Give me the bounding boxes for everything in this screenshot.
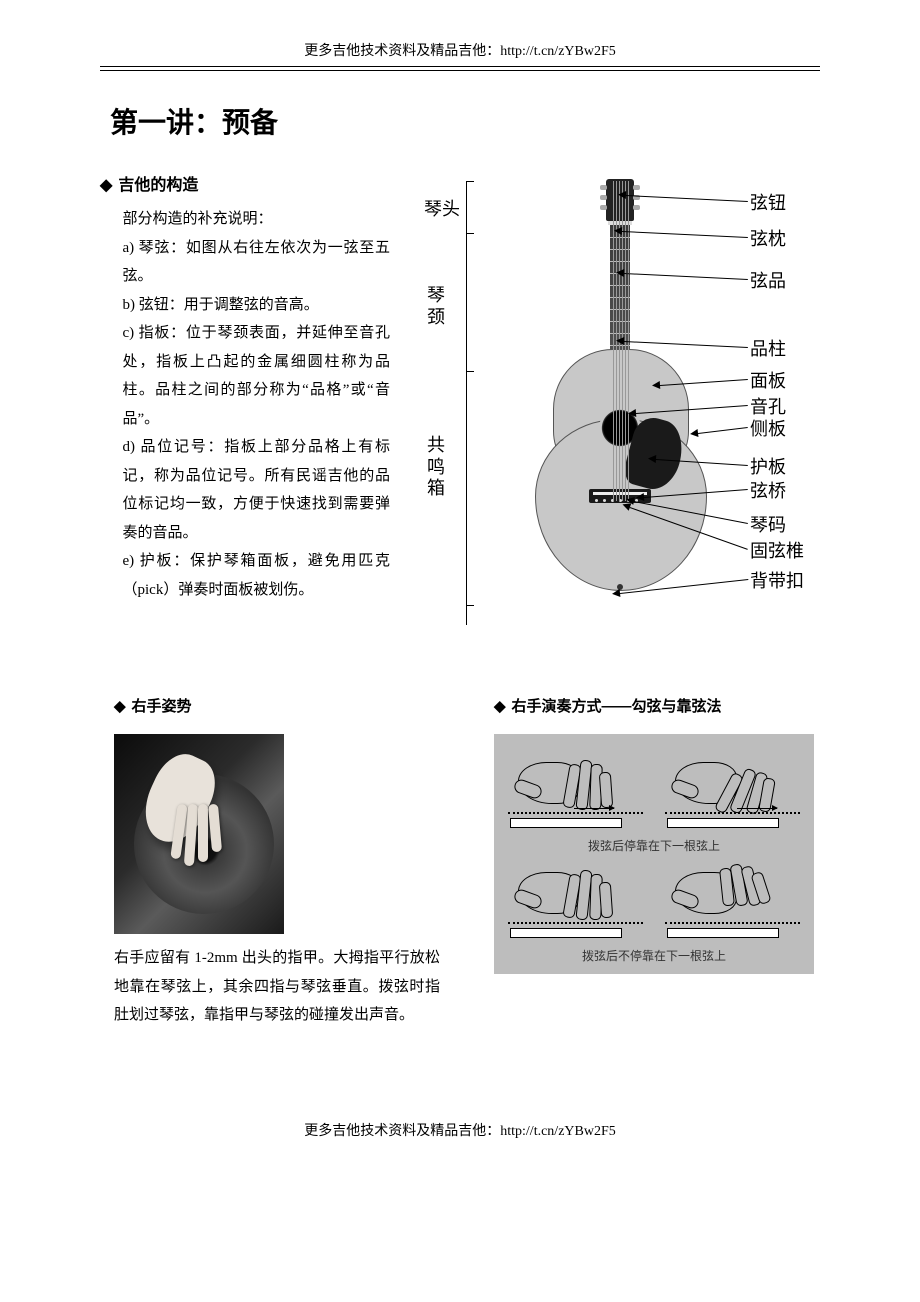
diagram-tick bbox=[466, 371, 474, 372]
diagram-right-label: 弦钮 bbox=[750, 189, 810, 215]
diagram-left-label: 共鸣箱 bbox=[416, 435, 456, 500]
page-title: 第一讲：预备 bbox=[110, 101, 820, 141]
diagram-right-label: 侧板 bbox=[750, 415, 810, 441]
diagram-arrowhead bbox=[648, 454, 657, 463]
diagram-right-label: 琴码 bbox=[750, 511, 810, 537]
diagram-arrowhead bbox=[616, 337, 624, 345]
diagram-arrowhead bbox=[628, 409, 637, 418]
section1-intro: 部分构造的补充说明： bbox=[100, 205, 390, 234]
section2-caption: 右手应留有 1-2mm 出头的指甲。大拇指平行放松地靠在琴弦上，其余四指与琴弦垂… bbox=[114, 944, 440, 1030]
section3-heading: ◆ 右手演奏方式——勾弦与靠弦法 bbox=[494, 695, 820, 716]
diagram-right-label: 弦桥 bbox=[750, 477, 810, 503]
diagram-left-label: 琴头 bbox=[410, 195, 460, 221]
diamond-icon: ◆ bbox=[100, 177, 112, 194]
right-hand-photo bbox=[114, 734, 284, 934]
diamond-icon: ◆ bbox=[494, 698, 506, 715]
plucking-technique-column: ◆ 右手演奏方式——勾弦与靠弦法 bbox=[480, 695, 820, 1030]
diagram-arrowhead bbox=[652, 381, 661, 390]
page-header: 更多吉他技术资料及精品吉他：http://t.cn/zYBw2F5 bbox=[100, 40, 820, 66]
technique-caption-1: 拨弦后停靠在下一根弦上 bbox=[504, 837, 804, 854]
construction-text-column: ◆吉他的构造 部分构造的补充说明： a) 琴弦：如图从右往左依次为一弦至五弦。 … bbox=[100, 171, 390, 635]
diagram-right-label: 背带扣 bbox=[750, 567, 810, 593]
diagram-arrowhead bbox=[612, 589, 621, 598]
diagram-arrowhead bbox=[690, 429, 699, 438]
diagram-arrowhead bbox=[614, 227, 622, 235]
diagram-axis bbox=[466, 181, 467, 625]
diagram-tick bbox=[466, 181, 474, 182]
section1-item-d: d) 品位记号：指板上部分品格上有标记，称为品位记号。所有民谣吉他的品位标记均一… bbox=[123, 433, 391, 547]
section1-heading-text: 吉他的构造 bbox=[118, 177, 198, 194]
technique-caption-2: 拨弦后不停靠在下一根弦上 bbox=[504, 947, 804, 964]
section3-heading-text: 右手演奏方式——勾弦与靠弦法 bbox=[512, 698, 722, 715]
guitar-illustration bbox=[530, 179, 710, 609]
section1-item-b: b) 弦钮：用于调整弦的音高。 bbox=[123, 291, 391, 320]
section1-item-c: c) 指板：位于琴颈表面，并延伸至音孔处，指板上凸起的金属细圆柱称为品柱。品柱之… bbox=[123, 319, 391, 433]
section1-item-a: a) 琴弦：如图从右往左依次为一弦至五弦。 bbox=[123, 234, 391, 291]
right-hand-posture-column: ◆ 右手姿势 右手应留有 1-2mm 出头的指甲。大拇指平行放松地靠在琴弦上，其余… bbox=[100, 695, 440, 1030]
technique-panel: 拨弦后停靠在下一根弦上 bbox=[494, 734, 814, 974]
diamond-icon: ◆ bbox=[114, 698, 126, 715]
diagram-right-label: 护板 bbox=[750, 453, 810, 479]
diagram-left-label: 琴颈 bbox=[416, 285, 456, 328]
diagram-arrowhead bbox=[616, 269, 624, 277]
diagram-tick bbox=[466, 233, 474, 234]
section2-heading: ◆ 右手姿势 bbox=[114, 695, 440, 716]
guitar-structure-diagram: 琴头琴颈共鸣箱弦钮弦枕弦品品柱面板音孔侧板护板弦桥琴码固弦椎背带扣 bbox=[410, 175, 810, 635]
diagram-right-label: 品柱 bbox=[750, 335, 810, 361]
diagram-arrowhead bbox=[618, 191, 626, 199]
page-footer: 更多吉他技术资料及精品吉他：http://t.cn/zYBw2F5 bbox=[100, 1120, 820, 1140]
section2-heading-text: 右手姿势 bbox=[132, 698, 192, 715]
diagram-right-label: 面板 bbox=[750, 367, 810, 393]
header-rule bbox=[100, 66, 820, 71]
section1-item-e: e) 护板：保护琴箱面板，避免用匹克（pick）弹奏时面板被划伤。 bbox=[123, 547, 391, 604]
section1-heading: ◆ 吉他的构造 bbox=[100, 171, 390, 201]
diagram-right-label: 固弦椎 bbox=[750, 537, 810, 563]
diagram-tick bbox=[466, 605, 474, 606]
diagram-arrowhead bbox=[636, 493, 645, 502]
diagram-right-label: 弦枕 bbox=[750, 225, 810, 251]
diagram-right-label: 弦品 bbox=[750, 267, 810, 293]
